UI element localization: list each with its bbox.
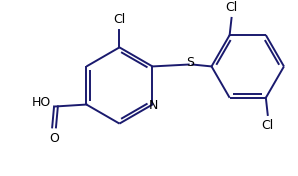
Text: S: S xyxy=(186,56,194,69)
Text: HO: HO xyxy=(32,96,51,109)
Text: Cl: Cl xyxy=(262,119,274,132)
Text: Cl: Cl xyxy=(225,1,238,14)
Text: O: O xyxy=(49,132,59,145)
Text: Cl: Cl xyxy=(113,13,125,26)
Text: N: N xyxy=(149,99,158,112)
